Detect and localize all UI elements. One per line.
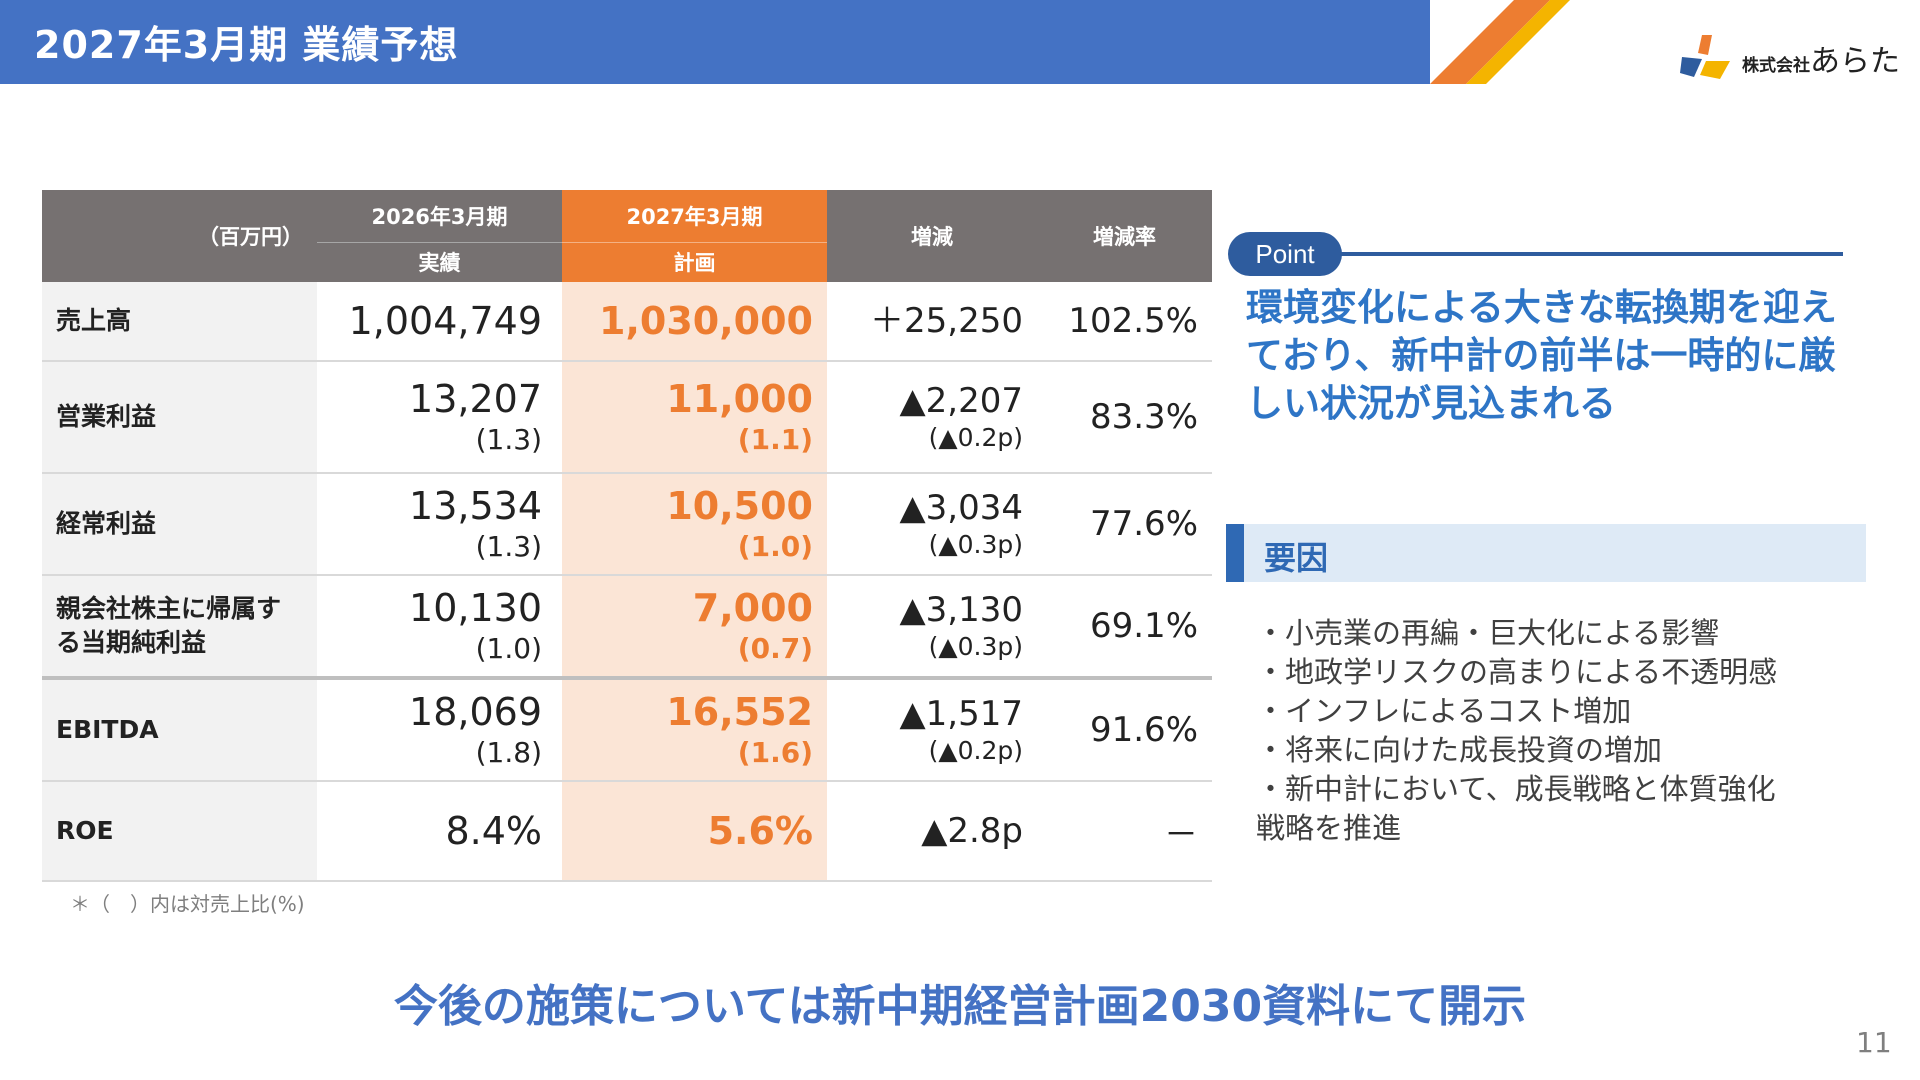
- plan-ratio: (1.1): [737, 423, 813, 456]
- actual-value: 8.4%: [445, 809, 542, 853]
- company-logo: 株式会社 あらた: [1680, 28, 1900, 88]
- row-label: 親会社株主に帰属する当期純利益: [42, 575, 317, 679]
- actual-value: 13,534: [409, 484, 542, 528]
- rate-value: 91.6%: [1037, 676, 1212, 782]
- row-label: EBITDA: [42, 676, 317, 782]
- actual-ratio: (1.3): [475, 423, 542, 456]
- diff-ratio: (▲0.3p): [928, 632, 1023, 661]
- list-item: ・地政学リスクの高まりによる不透明感: [1256, 655, 1778, 689]
- list-item: ・将来に向けた成長投資の増加: [1256, 733, 1663, 767]
- factors-title: 要因: [1264, 539, 1329, 577]
- row-label: 営業利益: [42, 361, 317, 474]
- page-number: 11: [1856, 1026, 1892, 1059]
- diff-value: ▲3,130: [899, 590, 1023, 630]
- point-rule: [1338, 252, 1843, 256]
- col-actual-year: 2026年3月期: [317, 190, 562, 242]
- table-row-ordinary-profit: 経常利益 13,534 (1.3) 10,500 (1.0) ▲3,034 (▲0.3…: [42, 473, 1212, 576]
- table-row-roe: ROE 8.4% 5.6% ▲2.8p －: [42, 781, 1212, 882]
- actual-value: 10,130: [409, 586, 542, 630]
- rate-value: 102.5%: [1037, 282, 1212, 362]
- slide-header: 2027年3月期 業績予想: [0, 0, 1920, 84]
- plan-ratio: (0.7): [737, 632, 813, 665]
- list-item: ・小売業の再編・巨大化による影響: [1256, 616, 1720, 650]
- table-row-sales: 売上高 1,004,749 1,030,000 ＋25,250 102.5%: [42, 282, 1212, 362]
- plan-ratio: (1.6): [737, 736, 813, 769]
- diff-ratio: (▲0.3p): [928, 530, 1023, 559]
- actual-value: 13,207: [409, 377, 542, 421]
- actual-ratio: (1.0): [475, 632, 542, 665]
- list-item: ・新中計において、成長戦略と体質強化: [1256, 772, 1776, 806]
- plan-value: 7,000: [692, 586, 813, 630]
- actual-ratio: (1.8): [475, 736, 542, 769]
- table-row-ebitda: EBITDA 18,069 (1.8) 16,552 (1.6) ▲1,517 (▲0…: [42, 676, 1212, 782]
- table-row-net-income: 親会社株主に帰属する当期純利益 10,130 (1.0) 7,000 (0.7) ▲…: [42, 575, 1212, 679]
- row-label: 売上高: [42, 282, 317, 362]
- point-text: 環境変化による大きな転換期を迎えており、新中計の前半は一時的に厳しい状況が見込ま…: [1246, 286, 1837, 425]
- header-bar: [0, 0, 1430, 84]
- plan-value: 10,500: [666, 484, 813, 528]
- plan-value: 11,000: [666, 377, 813, 421]
- list-item: 戦略を推進: [1256, 811, 1402, 845]
- col-plan-year: 2027年3月期: [562, 190, 827, 242]
- diff-value: ▲2,207: [899, 381, 1023, 421]
- row-label: 経常利益: [42, 473, 317, 576]
- actual-value: 1,004,749: [348, 299, 542, 343]
- point-badge: Point: [1228, 232, 1342, 276]
- col-diff: 増減: [827, 190, 1037, 282]
- factors-list: ・小売業の再編・巨大化による影響 ・地政学リスクの高まりによる不透明感 ・インフ…: [1256, 614, 1856, 848]
- factors-heading: 要因: [1226, 524, 1866, 582]
- logo-mark-icon: [1680, 35, 1730, 79]
- unit-header: （百万円）: [42, 190, 317, 282]
- plan-ratio: (1.0): [737, 530, 813, 563]
- forecast-table: （百万円） 2026年3月期 2027年3月期 増減 増減率 実績 計画 売上高…: [42, 190, 1212, 882]
- header-stripes: [1430, 0, 1570, 84]
- logo-prefix: 株式会社: [1742, 55, 1810, 76]
- rate-value: 83.3%: [1037, 361, 1212, 474]
- diff-ratio: (▲0.2p): [928, 423, 1023, 452]
- bottom-message: 今後の施策については新中期経営計画2030資料にて開示: [393, 981, 1527, 1032]
- actual-value: 18,069: [409, 690, 542, 734]
- rate-value: －: [1037, 781, 1212, 882]
- diff-value: ＋25,250: [870, 301, 1023, 341]
- diff-ratio: (▲0.2p): [928, 736, 1023, 765]
- table-row-operating-profit: 営業利益 13,207 (1.3) 11,000 (1.1) ▲2,207 (▲0.2…: [42, 361, 1212, 474]
- col-plan-label: 計画: [562, 241, 827, 282]
- row-label: ROE: [42, 781, 317, 882]
- plan-value: 16,552: [666, 690, 813, 734]
- rate-value: 77.6%: [1037, 473, 1212, 576]
- plan-value: 5.6%: [707, 809, 813, 853]
- list-item: ・インフレによるコスト増加: [1256, 694, 1632, 728]
- col-actual-label: 実績: [317, 241, 562, 282]
- rate-value: 69.1%: [1037, 575, 1212, 679]
- point-heading: Point: [1228, 232, 1848, 276]
- actual-ratio: (1.3): [475, 530, 542, 563]
- diff-value: ▲1,517: [899, 694, 1023, 734]
- col-rate: 増減率: [1037, 190, 1212, 282]
- table-footnote: ＊（ ）内は対売上比(%): [70, 892, 305, 916]
- slide-title: 2027年3月期 業績予想: [34, 23, 459, 67]
- factors-accent-bar: [1226, 524, 1244, 582]
- plan-value: 1,030,000: [599, 299, 813, 343]
- diff-value: ▲3,034: [899, 488, 1023, 528]
- logo-name: あらた: [1810, 44, 1900, 79]
- diff-value: ▲2.8p: [921, 811, 1023, 851]
